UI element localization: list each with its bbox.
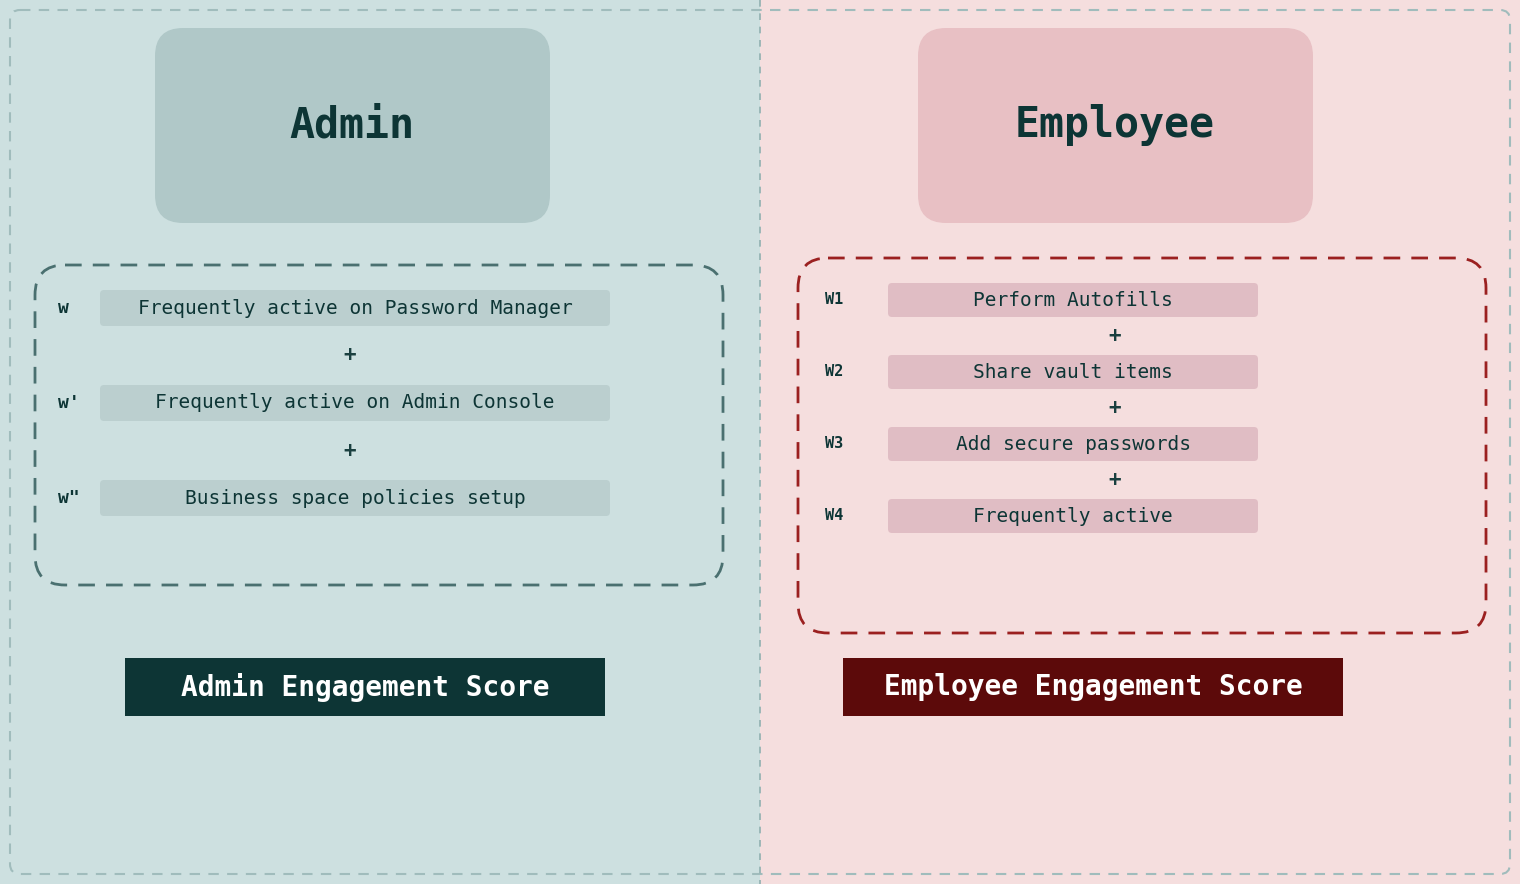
FancyBboxPatch shape (888, 499, 1259, 533)
Text: w': w' (58, 394, 79, 412)
FancyBboxPatch shape (100, 290, 610, 326)
FancyBboxPatch shape (888, 283, 1259, 317)
Text: Frequently active: Frequently active (973, 507, 1173, 525)
FancyBboxPatch shape (844, 658, 1344, 716)
FancyBboxPatch shape (888, 427, 1259, 461)
FancyBboxPatch shape (100, 385, 610, 421)
Text: Admin Engagement Score: Admin Engagement Score (181, 673, 549, 702)
Text: Employee Engagement Score: Employee Engagement Score (883, 673, 1303, 701)
Bar (760, 0, 1520, 884)
Text: Business space policies setup: Business space policies setup (184, 489, 526, 507)
Text: W4: W4 (825, 508, 844, 523)
Text: W3: W3 (825, 437, 844, 452)
Text: +: + (344, 440, 356, 461)
FancyBboxPatch shape (918, 28, 1313, 223)
Text: +: + (1108, 326, 1122, 346)
Text: Admin: Admin (289, 104, 415, 146)
Text: W1: W1 (825, 293, 844, 308)
FancyBboxPatch shape (888, 355, 1259, 389)
Text: Frequently active on Admin Console: Frequently active on Admin Console (155, 393, 555, 413)
Text: Share vault items: Share vault items (973, 362, 1173, 382)
Text: Employee: Employee (1015, 104, 1214, 146)
Text: W2: W2 (825, 364, 844, 379)
Text: w": w" (58, 489, 79, 507)
Text: Add secure passwords: Add secure passwords (956, 435, 1190, 453)
Text: +: + (1108, 470, 1122, 490)
Text: Perform Autofills: Perform Autofills (973, 291, 1173, 309)
Text: +: + (344, 346, 356, 365)
Text: +: + (1108, 398, 1122, 418)
Bar (0, 0, 760, 884)
FancyBboxPatch shape (125, 658, 605, 716)
FancyBboxPatch shape (100, 480, 610, 516)
Text: w: w (58, 299, 68, 317)
FancyBboxPatch shape (155, 28, 550, 223)
Text: Frequently active on Password Manager: Frequently active on Password Manager (138, 299, 573, 317)
